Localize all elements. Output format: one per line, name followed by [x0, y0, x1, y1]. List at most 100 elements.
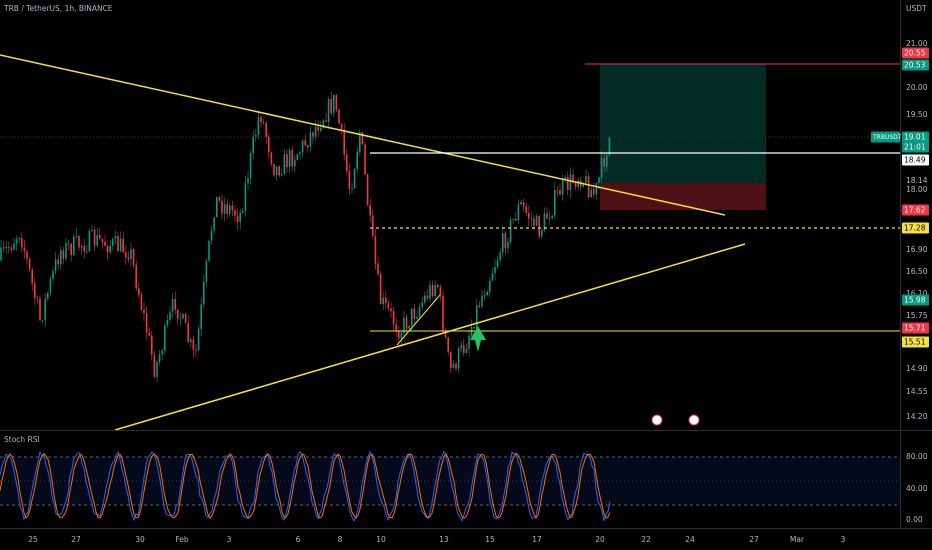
candle-body [585, 176, 587, 184]
candle-body [421, 302, 423, 307]
candle-body [236, 215, 239, 223]
price-tag-label: 17.62 [904, 206, 926, 215]
candle-body [590, 189, 592, 198]
candle-body [179, 318, 182, 320]
candle-body [309, 132, 312, 148]
candle-body [88, 230, 91, 252]
candle-body [452, 363, 455, 368]
candle-body [374, 235, 377, 264]
candle-body [283, 154, 286, 175]
candle-body [431, 284, 434, 297]
candle-body [91, 229, 93, 231]
time-label: 15 [485, 535, 495, 544]
candle-body [473, 326, 475, 329]
stoch-k [0, 450, 611, 522]
candle-body [416, 316, 418, 319]
candle-body [21, 237, 23, 248]
candle-body [177, 309, 179, 319]
price-tag-label: 17.28 [904, 224, 926, 233]
candle-body [13, 243, 15, 250]
candle-body [275, 166, 278, 176]
candle-body [530, 218, 533, 220]
candle-body [239, 212, 241, 223]
candle-body [424, 295, 426, 303]
candle-body [561, 179, 564, 195]
time-label: Feb [175, 535, 189, 544]
descending-trendline [0, 54, 726, 216]
candle-body [112, 238, 114, 246]
candle-body [122, 238, 124, 253]
candle-body [392, 311, 395, 325]
candle-body [468, 335, 470, 349]
price-tag-label: 21:01 [904, 143, 926, 152]
candle-body [460, 345, 462, 349]
arrow-up [470, 326, 486, 352]
candle-body [567, 177, 569, 191]
candle-body [60, 250, 62, 265]
candle-body [457, 348, 460, 369]
candle-body [114, 235, 117, 239]
candle-body [75, 236, 78, 238]
price-tag [902, 336, 929, 348]
candle-body [44, 298, 46, 320]
candle-body [577, 180, 579, 187]
candle-body [156, 361, 158, 377]
candle-body [229, 205, 231, 214]
candle-body [361, 132, 364, 145]
candle-body [465, 348, 468, 353]
candle-body [23, 247, 26, 252]
price-tag [871, 131, 900, 143]
candle-body [78, 236, 80, 248]
candle-body [26, 251, 28, 259]
candle-body [603, 158, 605, 167]
candle-body [481, 295, 483, 307]
price-tag [902, 141, 929, 153]
candle-body [106, 245, 109, 253]
candle-body [41, 319, 44, 321]
price-label: 14.20 [906, 412, 928, 421]
candle-body [335, 94, 338, 110]
price-tag [902, 59, 929, 71]
candle-body [127, 257, 130, 260]
price-tag-label: 19.01 [904, 133, 926, 142]
candle-body [291, 150, 293, 167]
candle-body [356, 151, 358, 170]
candle-body [413, 308, 416, 319]
candle-body [556, 190, 559, 192]
candle-body [231, 205, 234, 211]
candle-body [109, 245, 111, 253]
candle-body [125, 252, 127, 258]
candle-body [260, 117, 262, 123]
candle-body [325, 120, 327, 122]
price-tag [902, 294, 929, 306]
price-label: 15.75 [906, 311, 928, 320]
symbol-title: TRB / TetherUS, 1h, BINANCE [3, 4, 113, 13]
small-trendline [396, 294, 441, 346]
candle-body [47, 293, 49, 299]
candle-body [255, 135, 257, 137]
candle-body [327, 99, 330, 122]
candle-body [218, 196, 221, 201]
indicator-label: 0.00 [906, 515, 923, 524]
candle-body [273, 163, 275, 176]
indicator-name: Stoch RSI [4, 435, 40, 444]
candle-body [572, 174, 574, 183]
candle-body [369, 205, 371, 216]
candle-body [444, 330, 447, 338]
indicator-label: 80.00 [906, 452, 928, 461]
candle-body [520, 202, 522, 205]
candle-body [119, 238, 122, 252]
candle-body [31, 269, 33, 284]
time-label: 25 [28, 535, 38, 544]
candle-body [104, 241, 106, 246]
candle-body [395, 324, 397, 332]
candle-body [205, 260, 208, 282]
time-label: 30 [135, 535, 145, 544]
candle-body [333, 94, 335, 114]
candle-body [322, 120, 325, 128]
candle-body [148, 332, 150, 336]
event-icon [651, 414, 663, 426]
time-label: 27 [749, 535, 759, 544]
candle-body [138, 288, 140, 295]
candle-body [478, 305, 481, 307]
